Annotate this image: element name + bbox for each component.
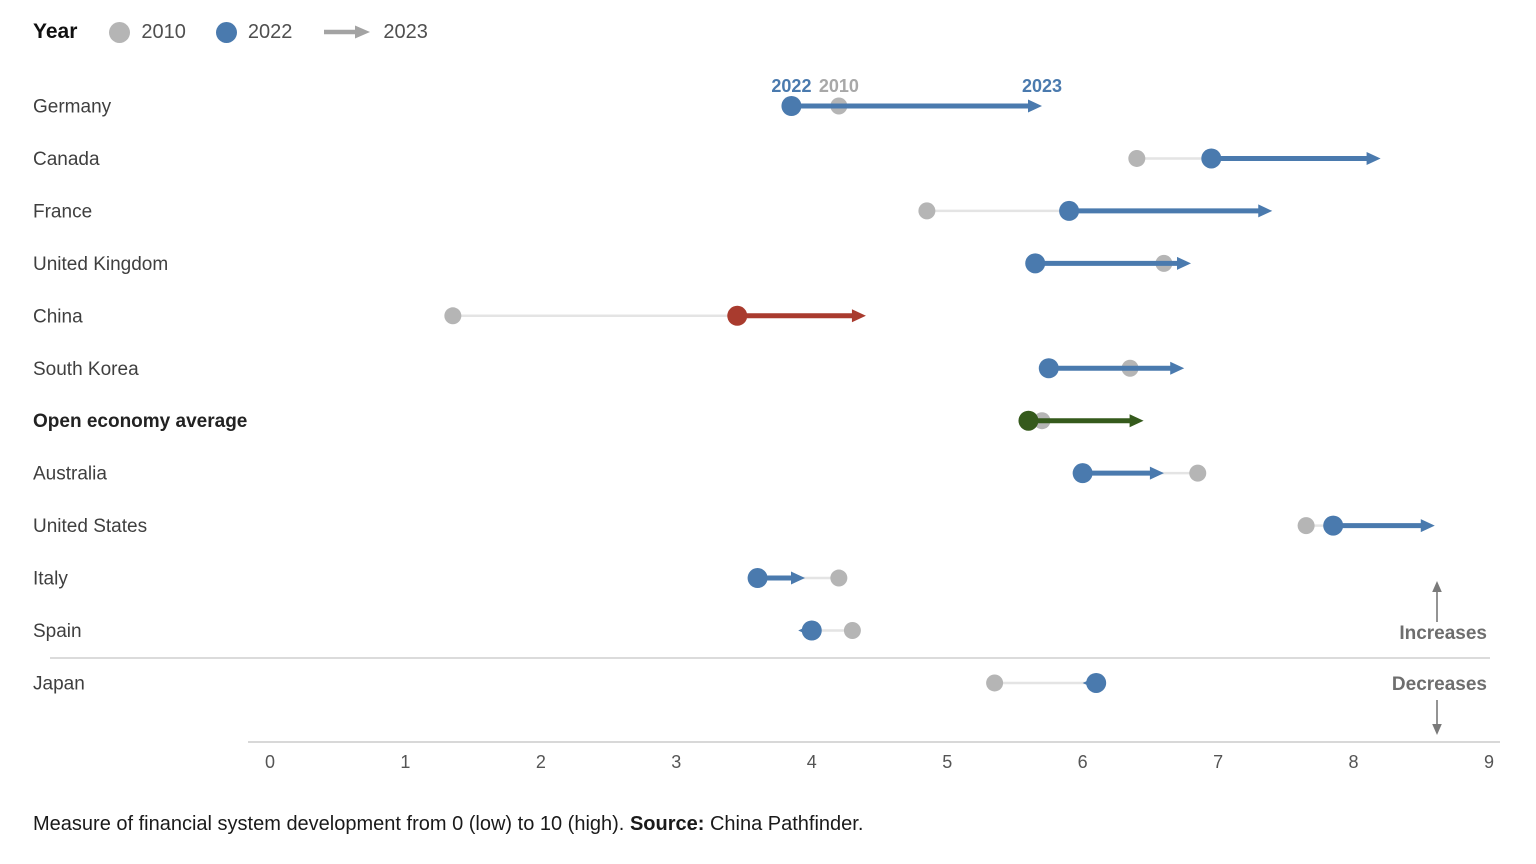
dot-2022 xyxy=(1038,358,1059,379)
footnote-text: Measure of financial system development … xyxy=(33,813,625,835)
legend-items: 2010 2022 2023 xyxy=(109,21,458,44)
country-label: United States xyxy=(33,516,147,537)
country-row xyxy=(747,568,848,589)
country-row xyxy=(1025,253,1191,274)
increase-arrowhead-icon xyxy=(1432,581,1442,592)
dot-2022 xyxy=(1025,253,1046,274)
dot-2022 xyxy=(1323,515,1344,536)
arrowhead-2023 xyxy=(1028,99,1043,113)
arrowhead-2023 xyxy=(1258,204,1273,218)
country-label: United Kingdom xyxy=(33,254,168,275)
country-row xyxy=(1297,515,1435,536)
dot-2010 xyxy=(918,202,936,220)
country-row xyxy=(781,96,1043,116)
country-row xyxy=(1072,463,1207,484)
legend-dot-icon xyxy=(109,21,131,43)
increases-label: Increases xyxy=(1399,623,1487,644)
country-row xyxy=(798,620,861,641)
arrow-year-label: 2010 xyxy=(819,76,859,96)
arrowhead-2023 xyxy=(790,571,805,585)
x-axis-tick-label: 1 xyxy=(400,752,410,772)
decreases-label: Decreases xyxy=(1392,674,1487,695)
country-label: Open economy average xyxy=(33,411,247,432)
dot-2010 xyxy=(1189,464,1207,482)
decrease-arrowhead-icon xyxy=(1432,724,1442,735)
dot-2022 xyxy=(1201,148,1222,169)
arrowhead-2023 xyxy=(851,309,866,323)
dot-2010 xyxy=(830,569,848,587)
country-label: Italy xyxy=(33,569,68,590)
country-label: China xyxy=(33,306,83,327)
dot-2022 xyxy=(1059,200,1080,221)
country-row xyxy=(1038,358,1185,379)
dot-2022 xyxy=(747,568,768,589)
legend-item-label: 2010 xyxy=(141,20,186,43)
legend-item-label: 2022 xyxy=(247,20,293,43)
legend-item: 2023 xyxy=(322,21,428,44)
country-row xyxy=(1018,410,1144,431)
legend-arrow-icon xyxy=(324,25,371,39)
footnote-source-value: China Pathfinder. xyxy=(704,813,864,835)
arrow-year-label: 2023 xyxy=(1022,76,1062,96)
arrowhead-2023 xyxy=(1176,256,1191,270)
arrowhead-2023 xyxy=(1149,466,1164,480)
country-label: South Korea xyxy=(33,359,139,380)
dot-2010 xyxy=(444,307,462,325)
arrowhead-2023 xyxy=(1420,519,1435,533)
x-axis-tick-label: 6 xyxy=(1078,752,1088,772)
dot-2010 xyxy=(843,622,861,639)
x-axis-tick-label: 3 xyxy=(671,752,681,772)
dot-2010 xyxy=(1297,517,1315,535)
arrow-year-label: 2022 xyxy=(771,76,811,96)
x-axis-tick-label: 0 xyxy=(265,752,275,772)
dot-2022 xyxy=(781,96,802,116)
chart-legend: Year 2010 2022 2023 xyxy=(33,20,458,44)
country-label: Spain xyxy=(33,621,82,642)
x-axis-tick-label: 7 xyxy=(1213,752,1223,772)
x-axis-tick-label: 8 xyxy=(1349,752,1359,772)
country-label: Japan xyxy=(33,673,85,694)
country-label: Germany xyxy=(33,97,112,118)
country-row xyxy=(1128,148,1381,169)
dot-2010 xyxy=(1128,149,1146,167)
x-axis-tick-label: 4 xyxy=(807,752,817,772)
country-label: Canada xyxy=(33,149,100,170)
country-label: France xyxy=(33,201,92,222)
arrowhead-2023 xyxy=(1170,361,1185,375)
arrowhead-2023 xyxy=(1129,414,1144,428)
arrowhead-2023 xyxy=(1366,151,1381,165)
country-row xyxy=(444,305,866,326)
footnote-source-label: Source: xyxy=(629,813,705,835)
legend-item-label: 2023 xyxy=(383,20,428,43)
dot-2022 xyxy=(801,620,822,641)
dot-2010 xyxy=(986,674,1004,692)
footnote: Measure of financial system development … xyxy=(33,813,863,836)
dot-2022 xyxy=(1086,672,1107,693)
legend-title: Year xyxy=(33,20,78,43)
x-axis-tick-label: 9 xyxy=(1484,752,1494,772)
legend-item: 2010 xyxy=(109,21,186,44)
x-axis-tick-label: 5 xyxy=(942,752,952,772)
country-row xyxy=(986,672,1107,693)
x-axis-tick-label: 2 xyxy=(536,752,546,772)
country-label: Australia xyxy=(33,464,107,485)
country-row xyxy=(918,200,1273,221)
legend-dot-icon xyxy=(215,21,237,43)
dot-2022 xyxy=(727,305,748,326)
dot-2022 xyxy=(1072,463,1093,484)
legend-item: 2022 xyxy=(215,20,293,44)
dot-2022 xyxy=(1018,410,1039,431)
